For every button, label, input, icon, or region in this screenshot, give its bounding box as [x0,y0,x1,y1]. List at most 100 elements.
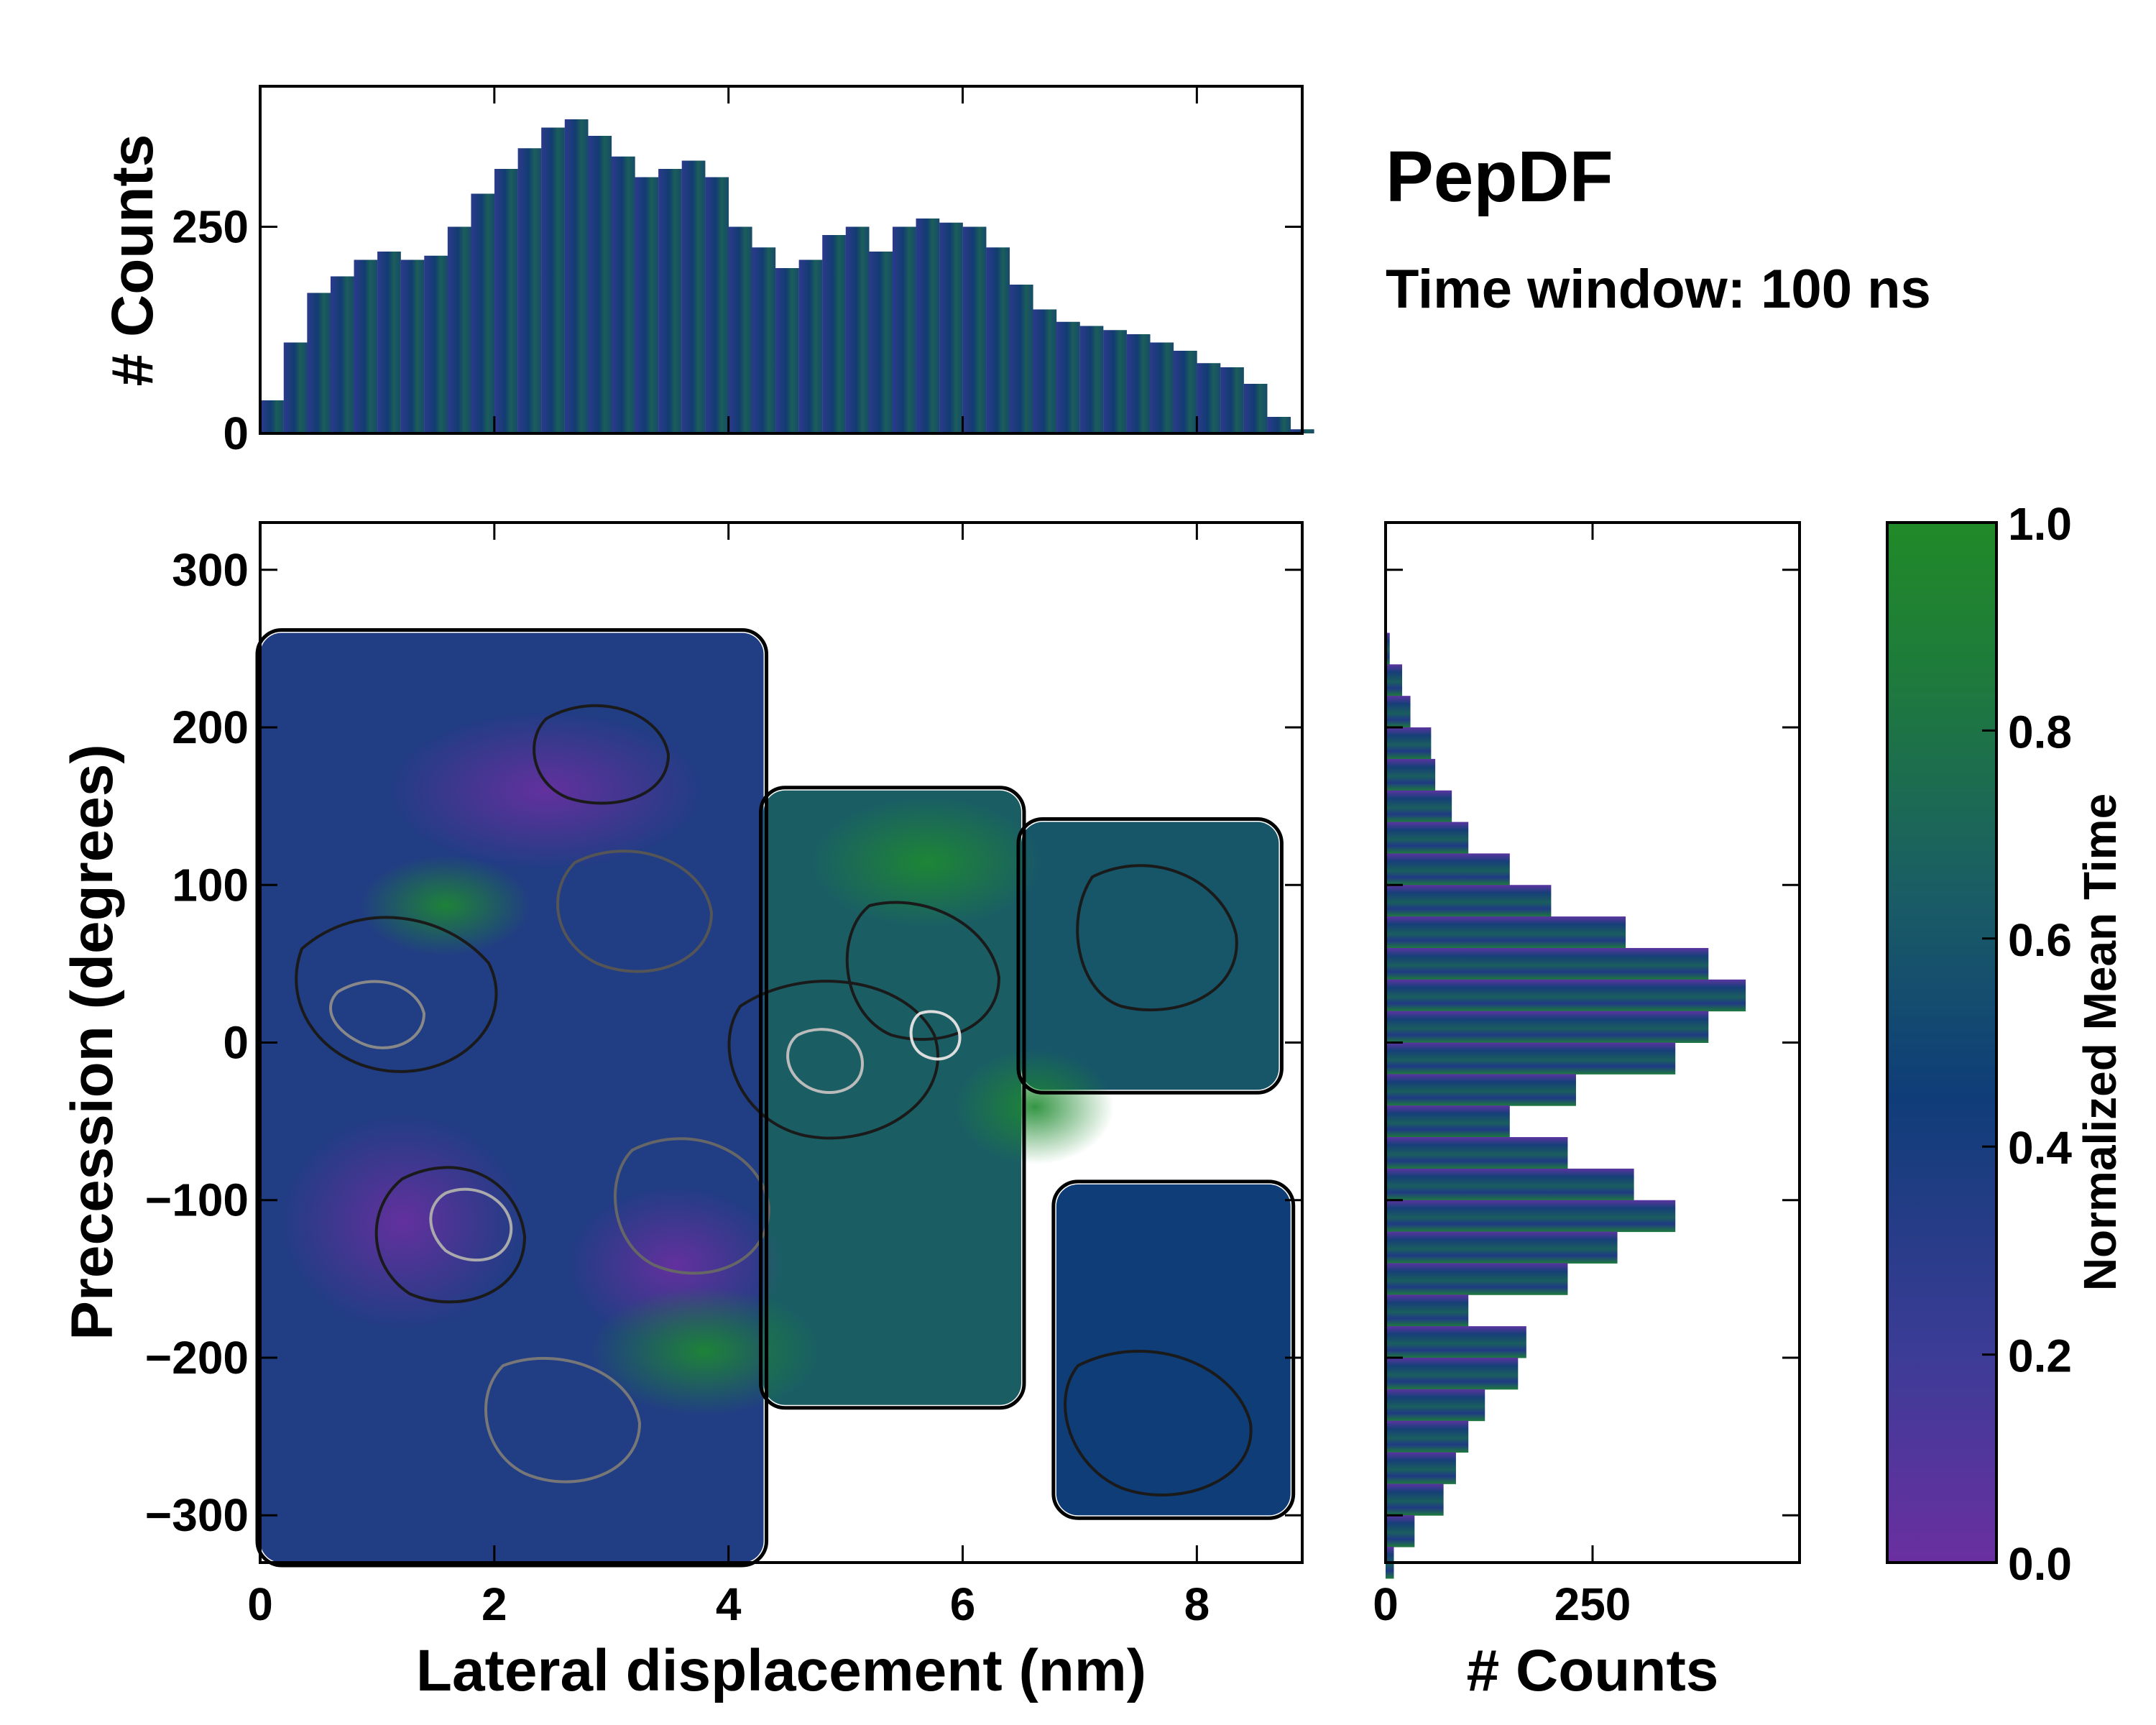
colorbar-tick-label: 0.2 [2008,1330,2072,1382]
right-histogram-bar [1386,1515,1415,1547]
top-histogram-bar [775,268,799,433]
top-histogram-bar [1056,321,1080,433]
top-histogram-bar [1126,334,1151,433]
colorbar-tick-label: 0.6 [2008,914,2072,966]
contour-line [1076,864,1238,1012]
top-histogram-bar [1033,309,1057,433]
main-ytick-label: 0 [223,1017,249,1069]
top-histogram-bar [588,136,612,433]
top-histogram-bar [471,193,495,433]
right-histogram-bar [1386,1011,1709,1043]
region-middle-cluster [763,790,1021,1405]
top-histogram-bar [354,259,378,433]
top-histogram-bar [611,156,635,433]
main-ytick-label: −200 [145,1332,249,1384]
top-histogram-bar [260,400,284,433]
region-green-patch [359,855,532,956]
top-histogram-bar [447,226,471,433]
contour-line [614,1137,771,1275]
top-histogram-bar [705,177,729,433]
right-histogram-bar [1386,916,1626,949]
contour-line [533,704,671,805]
top-histogram-bar [635,177,659,433]
main-ylabel: Precession (degrees) [60,744,125,1340]
right-histogram-bar [1386,885,1552,917]
right-histogram-bar [1386,1105,1510,1138]
region-green-patch [589,1287,819,1416]
colorbar-gradient [1886,521,1998,1564]
main-xlabel: Lateral displacement (nm) [416,1638,1146,1703]
right-histogram-bar [1386,1420,1469,1453]
contour-line [429,1187,513,1262]
right-histogram-bar [1386,1263,1568,1295]
top-histogram-bar [517,148,542,433]
top-histogram: 0 250 # Counts [100,85,1314,459]
main-ytick-label: 100 [172,859,249,911]
right-histogram: 0 250 # Counts [1373,521,1801,1703]
right-histogram-bar [1386,822,1469,854]
main-xtick-label: 4 [716,1578,742,1630]
top-histogram-bar [869,252,893,433]
contour-line [374,1166,527,1304]
chart-title: PepDF [1386,137,1613,217]
colorbar-tick-label: 0.4 [2008,1122,2072,1174]
top-histogram-bar [845,226,870,433]
colorbar-tick-label: 0.8 [2008,706,2072,758]
right-xtick-label: 250 [1554,1578,1631,1630]
top-histogram-frame [259,85,1304,435]
chart-subtitle: Time window: 100 ns [1386,259,1931,320]
top-histogram-bar [1197,363,1221,433]
right-histogram-bar [1386,979,1746,1012]
right-histogram-bar [1386,1231,1618,1264]
top-histogram-bar [283,342,308,433]
top-histogram-bar [962,226,987,433]
region-upper-right-cluster [1021,822,1279,1090]
main-xtick-label: 6 [950,1578,976,1630]
top-histogram-bar [1150,342,1174,433]
contour-line [786,1028,865,1094]
contour-line [329,980,426,1049]
top-ytick-label: 250 [172,201,249,253]
top-histogram-bar [494,169,518,433]
right-histogram-bar [1386,1294,1469,1327]
contour-line [556,850,714,973]
top-histogram-bar [1079,326,1104,433]
main-xtick-label: 2 [482,1578,507,1630]
region-outline-upper-right-cluster [1016,817,1284,1095]
top-histogram-bar [728,226,752,433]
region-green-patch [812,798,1042,927]
top-histogram-bar [986,247,1010,433]
top-histogram-bar [307,293,331,433]
main-ytick-label: −300 [145,1489,249,1541]
top-histogram-bar [330,276,354,433]
top-histogram-bar [939,222,963,433]
right-histogram-bar [1386,1042,1676,1075]
contour-line [909,1010,962,1061]
main-heatmap: 0 2 4 6 8 300 200 100 0 −100 −200 −300 Lateral disp… [60,521,1304,1703]
right-histogram-bar [1386,790,1452,823]
colorbar-tick-label: 1.0 [2008,498,2072,550]
top-histogram-bar [752,247,776,433]
contour-line [484,1356,642,1484]
colorbar-tick-label: 0.0 [2008,1538,2072,1590]
right-histogram-xlabel: # Counts [1467,1638,1719,1703]
top-histogram-bar [541,127,565,433]
contour-line [727,980,939,1140]
region-outline-lower-right-cluster [1051,1179,1296,1520]
top-histogram-bar [798,259,823,433]
top-histogram-bar [1103,330,1127,433]
main-ytick-label: −100 [145,1174,249,1226]
top-histogram-bar [564,119,589,433]
right-histogram-bar [1386,1484,1444,1516]
top-histogram-bar [681,160,706,433]
top-histogram-bar [892,226,916,433]
top-histogram-bar [1009,285,1033,433]
right-histogram-bar [1386,853,1510,886]
top-histogram-bar [1173,351,1197,433]
right-histogram-bar [1386,1074,1576,1106]
contour-line [1064,1350,1253,1496]
right-histogram-bar [1386,1137,1568,1169]
region-purple-patch [280,1114,525,1330]
right-histogram-bar [1386,1168,1634,1201]
